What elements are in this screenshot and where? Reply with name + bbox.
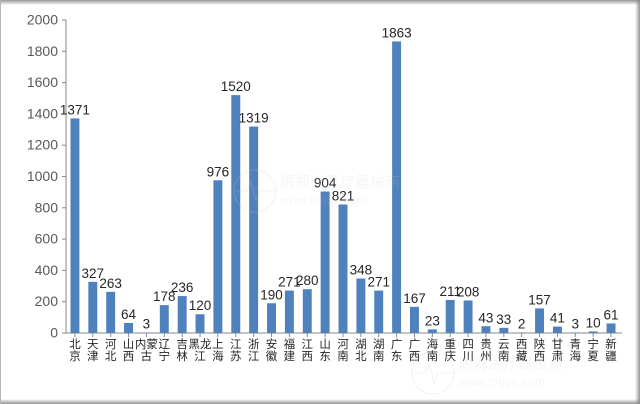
- svg-text:10: 10: [586, 315, 601, 330]
- svg-text:0: 0: [50, 325, 58, 341]
- svg-text:1000: 1000: [27, 168, 58, 184]
- svg-text:1371: 1371: [60, 102, 90, 117]
- svg-text:200: 200: [35, 293, 59, 309]
- svg-text:271: 271: [367, 275, 390, 290]
- svg-text:1200: 1200: [27, 137, 58, 153]
- svg-text:41: 41: [550, 311, 565, 326]
- svg-text:821: 821: [332, 189, 355, 204]
- svg-text:2: 2: [518, 317, 526, 332]
- svg-text:157: 157: [528, 292, 551, 307]
- svg-text:400: 400: [35, 262, 59, 278]
- svg-text:1319: 1319: [239, 111, 269, 126]
- svg-text:43: 43: [478, 310, 493, 325]
- svg-text:1520: 1520: [221, 79, 251, 94]
- svg-text:3: 3: [143, 317, 151, 332]
- svg-text:800: 800: [35, 199, 59, 215]
- svg-text:167: 167: [403, 291, 426, 306]
- svg-text:64: 64: [121, 307, 137, 322]
- svg-text:236: 236: [171, 280, 194, 295]
- svg-text:1800: 1800: [27, 43, 58, 59]
- svg-text:120: 120: [189, 298, 212, 313]
- svg-text:208: 208: [457, 284, 480, 299]
- svg-text:976: 976: [207, 164, 230, 179]
- svg-text:600: 600: [35, 231, 59, 247]
- svg-text:280: 280: [296, 273, 319, 288]
- svg-text:33: 33: [496, 312, 511, 327]
- svg-text:2000: 2000: [27, 12, 58, 28]
- svg-text:3: 3: [572, 317, 580, 332]
- svg-text:61: 61: [604, 307, 619, 322]
- svg-text:23: 23: [425, 313, 440, 328]
- svg-text:1600: 1600: [27, 74, 58, 90]
- svg-text:263: 263: [99, 276, 122, 291]
- svg-text:1400: 1400: [27, 105, 58, 121]
- svg-text:1863: 1863: [382, 25, 412, 40]
